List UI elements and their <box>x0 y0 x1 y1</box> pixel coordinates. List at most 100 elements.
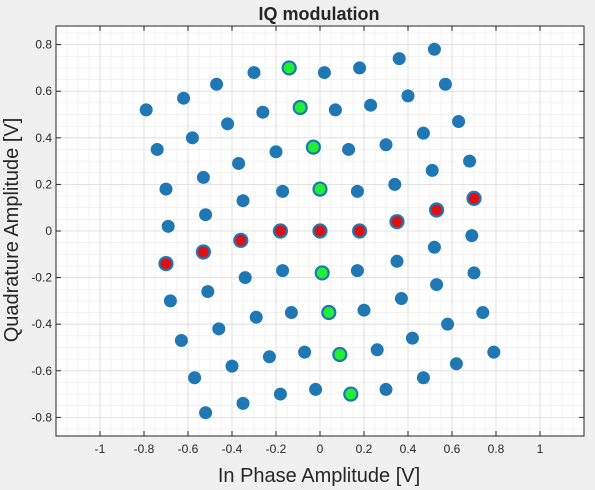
data-point-blue <box>427 42 441 56</box>
data-point-blue <box>370 343 384 357</box>
data-point-blue <box>262 350 276 364</box>
data-point-green <box>305 139 321 155</box>
data-point-blue <box>390 254 404 268</box>
data-point-blue <box>487 345 501 359</box>
data-point-blue <box>425 163 439 177</box>
plot-area <box>55 25 585 437</box>
data-points <box>139 42 501 420</box>
y-tick-label: 0.6 <box>35 84 52 98</box>
data-point-blue <box>328 103 342 117</box>
data-point-blue <box>357 303 371 317</box>
data-point-blue <box>401 89 415 103</box>
data-point-blue <box>269 145 283 159</box>
data-point-blue <box>196 170 210 184</box>
data-point-red <box>158 256 174 272</box>
x-tick-label: 0.4 <box>400 442 417 456</box>
x-tick-labels: -1 -0.8 -0.6 -0.4 -0.2 0 0.2 0.4 0.6 0.8 1 <box>95 442 544 456</box>
data-point-blue <box>317 66 331 80</box>
data-point-blue <box>416 126 430 140</box>
data-point-blue <box>201 285 215 299</box>
data-point-red <box>389 214 405 230</box>
data-point-red <box>272 223 288 239</box>
data-point-blue <box>465 229 479 243</box>
tick-marks <box>56 26 584 436</box>
x-tick-label: -0.4 <box>222 442 243 456</box>
data-point-green <box>332 346 348 363</box>
data-point-blue <box>232 156 246 170</box>
data-point-blue <box>212 322 226 336</box>
y-axis-label: Quadrature Amplitude [V] <box>1 118 23 343</box>
data-point-blue <box>350 184 364 198</box>
x-tick-label: 1 <box>537 442 544 456</box>
data-point-red <box>466 190 482 206</box>
data-point-blue <box>430 278 444 292</box>
y-tick-label: -0.8 <box>31 410 52 424</box>
data-point-blue <box>221 117 235 131</box>
data-point-red <box>195 244 211 260</box>
data-point-blue <box>284 306 298 320</box>
y-tick-label: 0.4 <box>35 131 52 145</box>
data-point-blue <box>392 52 406 66</box>
data-point-blue <box>236 396 250 410</box>
data-point-blue <box>416 371 430 385</box>
data-point-blue <box>353 61 367 75</box>
data-point-blue <box>276 264 290 278</box>
data-point-blue <box>139 103 153 117</box>
data-point-blue <box>379 138 393 152</box>
data-point-blue <box>350 264 364 278</box>
data-point-green <box>321 304 337 321</box>
data-point-blue <box>249 310 263 324</box>
data-point-blue <box>185 131 199 145</box>
x-tick-label: -0.6 <box>178 442 199 456</box>
chart-title: IQ modulation <box>259 4 380 24</box>
data-point-blue <box>174 333 188 347</box>
data-point-blue <box>225 359 239 373</box>
x-tick-label: -1 <box>95 442 106 456</box>
data-point-blue <box>476 306 490 320</box>
data-point-blue <box>388 177 402 191</box>
y-tick-label: 0 <box>45 224 52 238</box>
data-point-blue <box>276 184 290 198</box>
data-point-blue <box>199 208 213 222</box>
data-point-blue <box>467 266 481 280</box>
x-tick-label: 0 <box>317 442 324 456</box>
data-point-blue <box>394 292 408 306</box>
data-point-green <box>314 265 330 281</box>
data-point-blue <box>273 387 287 401</box>
y-tick-labels: -0.8 -0.6 -0.4 -0.2 0 0.2 0.4 0.6 0.8 <box>31 38 52 425</box>
data-point-blue <box>463 154 477 168</box>
data-point-green <box>312 181 328 197</box>
data-point-blue <box>364 98 378 112</box>
data-point-blue <box>379 382 393 396</box>
y-tick-label: 0.8 <box>35 38 52 52</box>
data-point-blue <box>238 271 252 285</box>
data-point-blue <box>236 194 250 208</box>
data-point-red <box>312 223 328 239</box>
x-tick-label: 0.6 <box>444 442 461 456</box>
data-point-red <box>233 232 249 248</box>
y-tick-label: -0.6 <box>31 364 52 378</box>
data-point-blue <box>256 105 270 119</box>
data-point-blue <box>427 240 441 254</box>
data-point-blue <box>298 345 312 359</box>
data-point-blue <box>199 406 213 420</box>
x-tick-label: 0.2 <box>356 442 373 456</box>
data-point-blue <box>342 142 356 156</box>
x-axis-label: In Phase Amplitude [V] <box>218 465 420 487</box>
data-point-blue <box>210 77 224 91</box>
data-point-blue <box>449 357 463 371</box>
y-tick-label: -0.4 <box>31 317 52 331</box>
data-point-red <box>429 202 445 218</box>
data-point-blue <box>452 115 466 129</box>
y-tick-label: -0.2 <box>31 271 52 285</box>
y-tick-label: 0.2 <box>35 177 52 191</box>
data-point-blue <box>163 294 177 308</box>
data-point-blue <box>161 219 175 233</box>
x-tick-label: -0.8 <box>134 442 155 456</box>
data-point-red <box>352 223 368 239</box>
data-point-blue <box>177 91 191 105</box>
x-tick-label: -0.2 <box>266 442 287 456</box>
data-point-blue <box>150 142 164 156</box>
data-point-green <box>343 386 359 402</box>
